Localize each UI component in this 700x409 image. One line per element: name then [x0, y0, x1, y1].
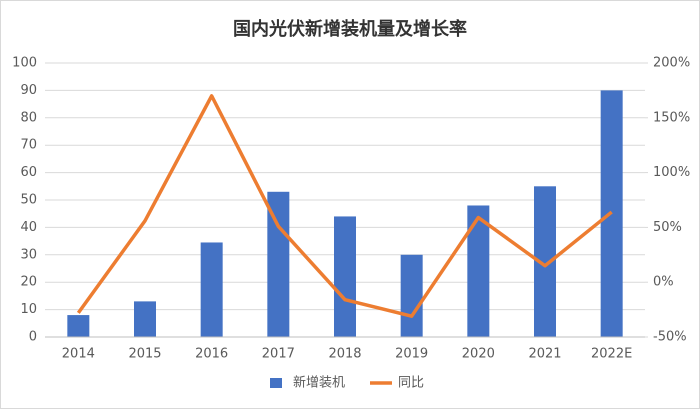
x-tick-label: 2017	[262, 347, 295, 362]
x-tick-label: 2016	[195, 347, 228, 362]
y2-tick-label: 150%	[653, 110, 690, 125]
y-tick-label: 90	[20, 83, 37, 98]
y-tick-label: 0	[29, 330, 37, 345]
y2-tick-label: 0%	[653, 275, 674, 290]
legend-swatch	[270, 378, 282, 388]
x-tick-label: 2022E	[591, 347, 632, 362]
x-tick-label: 2018	[328, 347, 361, 362]
bar	[200, 242, 223, 337]
bar	[134, 301, 156, 337]
bar	[67, 315, 90, 337]
x-tick-label: 2014	[62, 347, 95, 362]
y-tick-label: 20	[20, 275, 37, 290]
y2-tick-label: 200%	[653, 56, 690, 71]
x-tick-label: 2020	[462, 347, 495, 362]
chart-title: 国内光伏新增装机量及增长率	[233, 18, 467, 40]
y-tick-label: 60	[20, 165, 37, 180]
legend-label: 同比	[398, 376, 424, 391]
y2-tick-label: -50%	[653, 330, 687, 345]
y-tick-label: 40	[20, 220, 37, 235]
line	[76, 94, 613, 318]
legend-label: 新增装机	[293, 375, 345, 391]
bar	[400, 254, 423, 337]
y2-tick-label: 100%	[653, 165, 690, 180]
x-tick-label: 2015	[128, 347, 161, 362]
bar	[534, 186, 556, 337]
bar	[467, 205, 490, 337]
x-tick-label: 2019	[395, 347, 428, 362]
y-tick-label: 50	[20, 193, 37, 208]
y-tick-label: 80	[20, 110, 37, 125]
x-tick-label: 2021	[528, 347, 561, 362]
y-tick-label: 10	[20, 302, 37, 317]
y2-tick-label: 50%	[653, 220, 682, 235]
bar	[334, 216, 356, 337]
y-tick-label: 30	[20, 247, 37, 262]
bar	[267, 191, 290, 337]
y-tick-label: 100	[12, 56, 37, 71]
y-tick-label: 70	[20, 138, 37, 153]
